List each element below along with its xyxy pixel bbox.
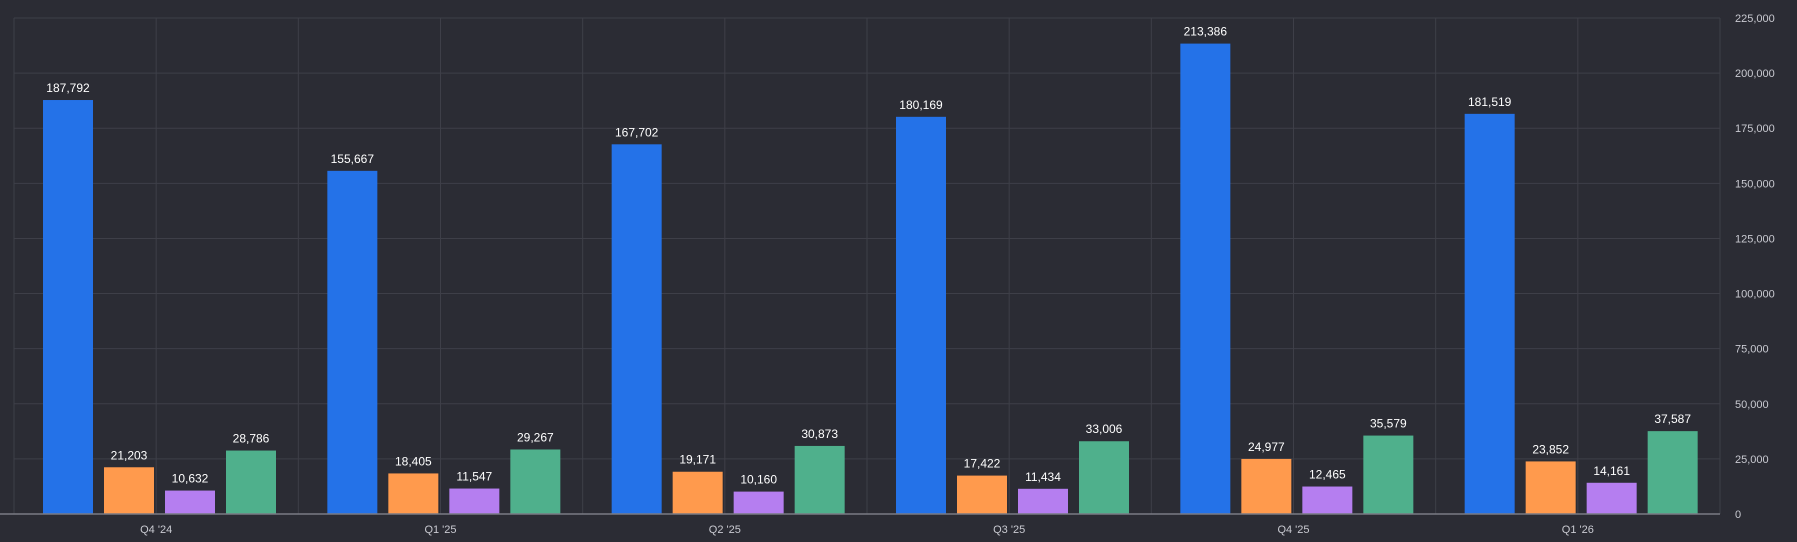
bar-series-3	[449, 488, 500, 514]
x-tick-label: Q4 '24	[140, 524, 172, 536]
bar-series-2	[672, 471, 723, 514]
bar-series-4	[794, 445, 845, 514]
y-axis: 0 25,000 50,000 75,000 100,000 125,000 150,000…	[1735, 13, 1775, 521]
bar-series-4	[226, 450, 276, 514]
y-tick-label: 25,000	[1735, 454, 1769, 466]
data-label: 155,667	[331, 152, 375, 166]
data-label: 11,434	[1025, 470, 1061, 484]
data-label: 23,852	[1532, 442, 1569, 456]
data-label: 187,792	[46, 81, 90, 95]
y-tick-label: 175,000	[1735, 123, 1775, 135]
data-label: 28,786	[233, 432, 270, 446]
x-tick-label: Q2 '25	[709, 524, 741, 536]
data-label: 17,422	[964, 457, 1001, 471]
data-label: 12,465	[1309, 468, 1346, 482]
data-label: 24,977	[1248, 440, 1285, 454]
bar-series-1	[896, 116, 946, 514]
data-label: 10,160	[740, 473, 777, 487]
bar-series-1	[1180, 43, 1231, 514]
data-label: 37,587	[1654, 412, 1691, 426]
bar-series-4	[1079, 441, 1129, 514]
bar-series-3	[165, 490, 215, 514]
bar-series-2	[957, 475, 1007, 514]
y-tick-label: 50,000	[1735, 399, 1769, 411]
data-label: 213,386	[1184, 25, 1228, 39]
y-tick-label: 125,000	[1735, 233, 1775, 245]
y-tick-label: 200,000	[1735, 68, 1775, 80]
data-label: 19,171	[679, 453, 716, 467]
bar-series-4	[1363, 435, 1414, 514]
bar-series-1	[611, 144, 662, 515]
bar-series-1	[1464, 113, 1515, 515]
x-tick-label: Q3 '25	[993, 524, 1025, 536]
data-label: 11,547	[456, 470, 492, 484]
data-label: 167,702	[615, 125, 659, 139]
bar-series-2	[104, 467, 154, 514]
data-labels: 187,792 155,667 167,702 180,169 213,386 181,5…	[46, 25, 1691, 487]
data-label: 10,632	[172, 472, 209, 486]
y-tick-label: 100,000	[1735, 289, 1775, 301]
bars	[43, 43, 1698, 515]
bar-series-4	[1647, 431, 1698, 514]
bar-series-1	[327, 170, 378, 514]
bar-series-2	[1241, 458, 1292, 514]
data-label: 181,519	[1468, 95, 1512, 109]
data-label: 29,267	[517, 430, 554, 444]
data-label: 21,203	[111, 448, 148, 462]
y-tick-label: 225,000	[1735, 13, 1775, 25]
bar-series-3	[1018, 488, 1068, 514]
data-label: 180,169	[899, 98, 943, 112]
y-tick-label: 75,000	[1735, 344, 1769, 356]
bar-series-3	[733, 491, 784, 514]
bar-series-2	[388, 473, 439, 514]
data-label: 33,006	[1086, 422, 1123, 436]
data-label: 30,873	[801, 427, 838, 441]
data-label: 35,579	[1370, 417, 1407, 431]
gridlines	[13, 17, 1721, 514]
bar-series-3	[1586, 482, 1637, 514]
bar-series-3	[1302, 486, 1353, 514]
bar-series-4	[510, 449, 561, 514]
x-axis: Q4 '24 Q1 '25 Q2 '25 Q3 '25 Q4 '25 Q1 '26	[0, 513, 1720, 536]
bar-series-2	[1525, 461, 1576, 514]
data-label: 14,161	[1593, 464, 1630, 478]
x-tick-label: Q1 '26	[1562, 524, 1594, 536]
y-tick-label: 150,000	[1735, 178, 1775, 190]
x-tick-label: Q1 '25	[424, 524, 456, 536]
x-tick-label: Q4 '25	[1277, 524, 1309, 536]
bar-series-1	[43, 100, 93, 514]
data-label: 18,405	[395, 454, 432, 468]
y-tick-label: 0	[1735, 509, 1741, 521]
